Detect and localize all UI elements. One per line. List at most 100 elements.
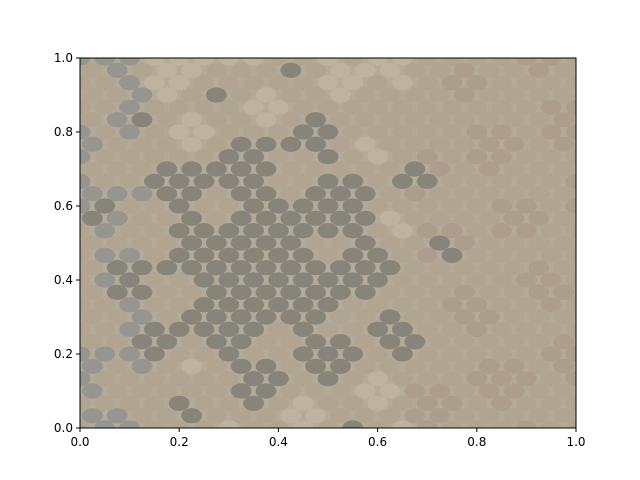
data-point: [454, 383, 475, 399]
data-point: [553, 334, 574, 350]
data-point: [280, 112, 302, 128]
data-point: [516, 198, 537, 214]
data-point: [491, 272, 512, 288]
y-tick-label: 0.2: [54, 347, 73, 361]
data-point: [106, 358, 128, 374]
data-point: [243, 124, 264, 140]
x-tick-label: 0.4: [269, 435, 288, 449]
data-point: [454, 62, 475, 78]
data-point: [330, 358, 351, 374]
data-point: [553, 358, 574, 374]
data-point: [367, 223, 388, 239]
data-point: [330, 383, 351, 399]
data-point: [466, 75, 488, 91]
data-point: [330, 408, 351, 424]
data-point: [540, 198, 562, 214]
data-point: [416, 75, 438, 91]
data-point: [528, 383, 550, 399]
data-point: [255, 62, 277, 78]
data-point: [330, 136, 351, 152]
data-point: [243, 58, 264, 66]
data-point: [528, 235, 550, 251]
data-point: [206, 62, 227, 78]
data-point: [354, 112, 376, 128]
data-point: [379, 358, 401, 374]
data-point: [156, 161, 178, 177]
data-point: [181, 383, 203, 399]
data-point: [342, 124, 364, 140]
data-point: [317, 198, 339, 214]
data-point: [317, 223, 339, 239]
data-point: [330, 309, 351, 325]
data-point: [454, 358, 475, 374]
data-point: [553, 284, 574, 300]
data-point: [82, 260, 103, 276]
data-point: [193, 395, 215, 411]
data-point: [193, 58, 215, 66]
data-point: [491, 297, 512, 313]
data-point: [516, 75, 537, 91]
data-point: [131, 62, 153, 78]
data-point: [330, 260, 351, 276]
data-point: [404, 309, 426, 325]
data-point: [305, 383, 326, 399]
data-point: [268, 99, 289, 115]
data-point: [342, 346, 364, 362]
data-point: [540, 371, 562, 387]
data-point: [206, 161, 227, 177]
data-point: [119, 58, 140, 66]
data-point: [80, 173, 91, 189]
data-point: [354, 358, 376, 374]
data-point: [540, 99, 562, 115]
data-point: [80, 321, 91, 337]
data-point: [392, 321, 413, 337]
data-point: [193, 124, 215, 140]
data-point: [416, 173, 438, 189]
data-point: [144, 99, 165, 115]
data-point: [429, 284, 450, 300]
data-point: [218, 371, 240, 387]
data-point: [379, 334, 401, 350]
data-point: [181, 62, 203, 78]
data-point: [268, 58, 289, 66]
data-point: [255, 408, 277, 424]
data-point: [354, 309, 376, 325]
data-point: [540, 321, 562, 337]
data-point: [218, 75, 240, 91]
data-point: [94, 321, 116, 337]
data-point: [404, 235, 426, 251]
data-point: [80, 420, 91, 428]
data-point: [466, 173, 488, 189]
data-point: [106, 408, 128, 424]
data-point: [516, 272, 537, 288]
data-point: [478, 334, 500, 350]
data-point: [553, 210, 574, 226]
data-point: [268, 272, 289, 288]
data-point: [119, 395, 140, 411]
data-point: [206, 136, 227, 152]
data-point: [429, 112, 450, 128]
data-point: [280, 260, 302, 276]
data-point: [82, 136, 103, 152]
data-point: [144, 346, 165, 362]
data-point: [342, 321, 364, 337]
data-point: [119, 321, 140, 337]
data-point: [82, 210, 103, 226]
data-point: [168, 198, 190, 214]
data-point: [193, 223, 215, 239]
data-point: [181, 161, 203, 177]
data-point: [305, 136, 326, 152]
data-point: [80, 223, 91, 239]
data-point: [466, 247, 488, 263]
data-point: [94, 149, 116, 165]
data-point: [168, 223, 190, 239]
data-point: [317, 297, 339, 313]
data-point: [80, 99, 91, 115]
data-point: [429, 334, 450, 350]
data-point: [230, 235, 252, 251]
data-point: [342, 198, 364, 214]
data-point: [119, 420, 140, 428]
data-point: [268, 223, 289, 239]
data-point: [94, 395, 116, 411]
